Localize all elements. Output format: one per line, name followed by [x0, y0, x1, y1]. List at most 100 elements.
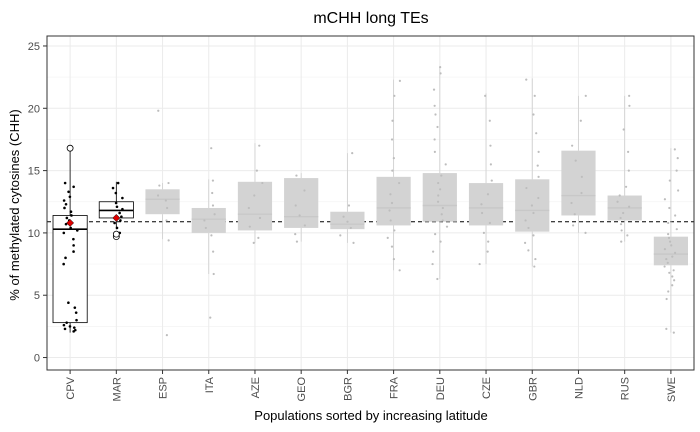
box-body — [145, 189, 180, 215]
data-point — [668, 179, 671, 182]
data-point — [536, 164, 539, 167]
data-point — [64, 202, 68, 206]
data-point — [533, 265, 536, 268]
data-point — [628, 205, 631, 208]
data-point — [626, 150, 630, 154]
data-point — [391, 119, 394, 122]
data-point — [445, 225, 449, 228]
data-point — [388, 209, 391, 212]
data-point — [212, 272, 215, 276]
data-point — [668, 271, 671, 274]
data-point — [393, 94, 396, 97]
data-point — [484, 94, 487, 97]
data-point — [119, 219, 122, 222]
data-point — [535, 132, 538, 135]
box-body — [191, 207, 226, 233]
data-point — [391, 169, 394, 172]
data-point — [672, 269, 675, 272]
data-point — [74, 311, 78, 314]
box-nld — [561, 95, 596, 233]
data-point — [624, 185, 628, 188]
x-tick-label: NLD — [573, 377, 585, 399]
data-point — [620, 240, 623, 243]
data-point — [295, 174, 298, 177]
data-point — [209, 316, 212, 319]
data-point — [525, 78, 528, 81]
data-point — [253, 194, 256, 197]
data-point — [389, 193, 392, 196]
data-point — [392, 157, 395, 160]
data-point — [433, 150, 436, 154]
data-point — [673, 148, 676, 151]
data-point — [432, 250, 435, 253]
data-point — [440, 174, 443, 177]
data-point — [347, 204, 351, 207]
data-point — [532, 113, 535, 116]
data-point — [113, 221, 116, 225]
data-point — [620, 229, 623, 232]
x-tick-label: DEU — [435, 377, 447, 400]
data-point — [537, 175, 540, 178]
box-aze — [237, 143, 273, 243]
data-point — [247, 206, 250, 210]
data-point — [432, 88, 436, 91]
data-point — [478, 262, 481, 266]
data-point — [75, 229, 79, 232]
data-point — [75, 318, 78, 322]
data-point — [584, 94, 587, 97]
data-point — [118, 211, 121, 215]
data-point — [63, 181, 67, 185]
box-deu — [422, 67, 457, 280]
x-tick-label: CZE — [481, 377, 493, 399]
data-point — [574, 159, 577, 162]
data-point — [537, 196, 540, 200]
data-point — [666, 261, 669, 264]
data-point — [444, 163, 447, 166]
data-point — [675, 169, 678, 172]
data-point — [211, 191, 214, 195]
data-point — [663, 248, 667, 251]
data-point — [295, 240, 299, 243]
box-body — [561, 150, 596, 216]
data-point — [480, 203, 483, 206]
data-point — [115, 205, 119, 209]
data-point — [676, 157, 679, 160]
data-point — [392, 257, 395, 261]
data-point — [573, 213, 576, 216]
data-point — [211, 179, 215, 182]
data-point — [439, 188, 442, 191]
data-point — [532, 211, 535, 215]
data-point — [433, 138, 436, 141]
data-point — [439, 240, 442, 243]
data-point — [674, 214, 677, 217]
data-point — [434, 233, 437, 236]
y-tick-label: 25 — [28, 41, 40, 53]
data-point — [158, 184, 161, 187]
data-point — [627, 169, 630, 172]
data-point — [398, 269, 401, 272]
mean-marker — [66, 218, 75, 227]
data-point — [386, 236, 389, 239]
data-point — [663, 265, 666, 268]
data-point — [618, 194, 621, 197]
data-point — [440, 213, 443, 216]
data-point — [165, 219, 168, 222]
data-point — [67, 301, 70, 305]
data-point — [294, 204, 297, 207]
y-tick-label: 15 — [28, 166, 40, 178]
data-point — [342, 215, 345, 218]
x-tick-label: SWE — [666, 377, 678, 402]
data-point — [436, 277, 439, 281]
data-point — [673, 251, 677, 254]
data-point — [488, 221, 491, 225]
data-point — [65, 216, 69, 220]
data-point — [580, 175, 583, 178]
data-point — [121, 196, 124, 200]
data-point — [619, 223, 623, 226]
data-point — [486, 250, 489, 253]
data-point — [257, 236, 260, 239]
data-point — [349, 226, 352, 230]
y-tick-label: 0 — [34, 353, 40, 365]
data-point — [675, 228, 678, 231]
data-point — [663, 198, 667, 201]
